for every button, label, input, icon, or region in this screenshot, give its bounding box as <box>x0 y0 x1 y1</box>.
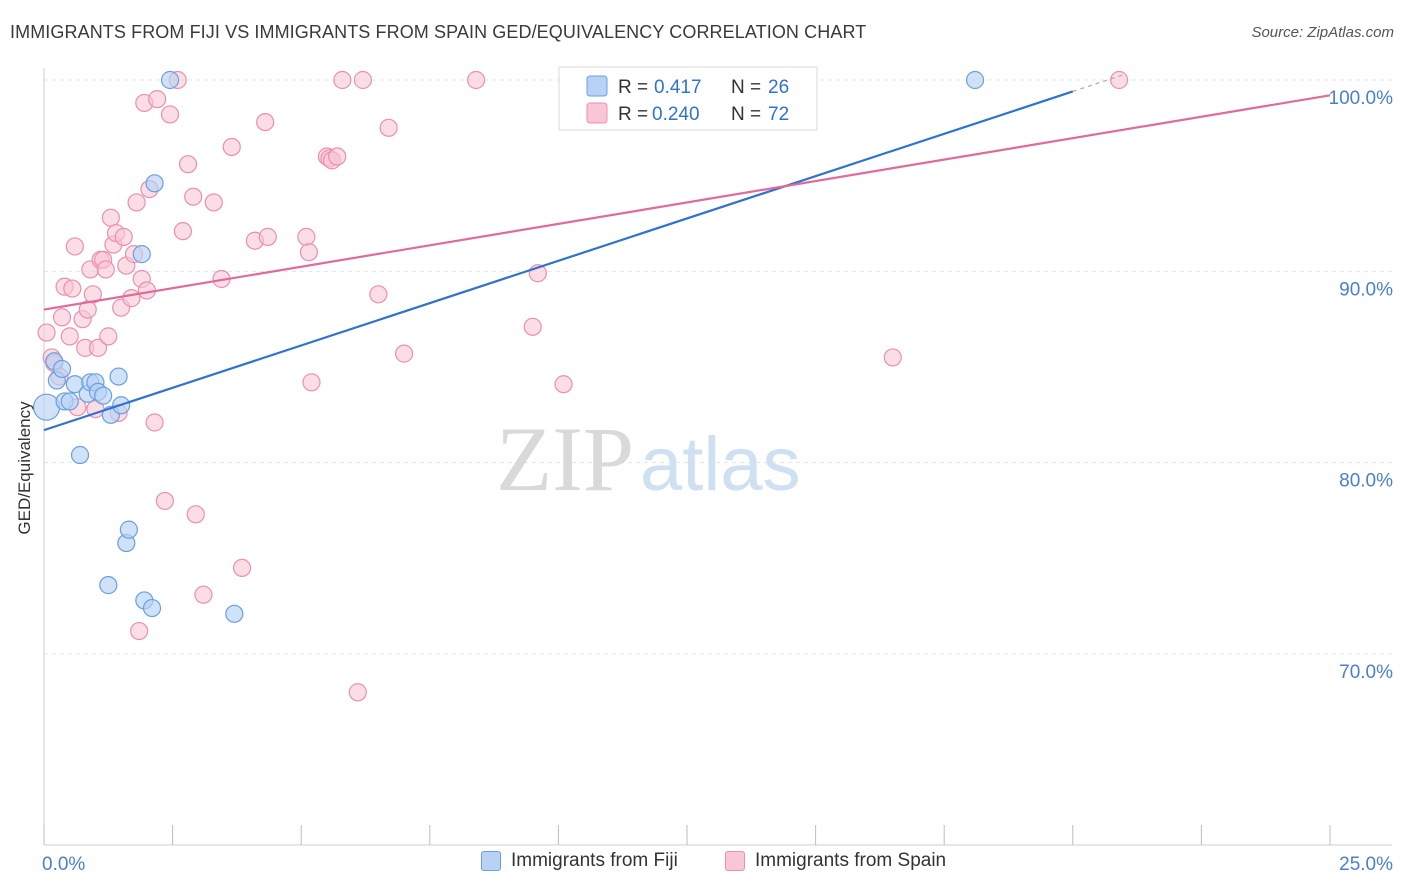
spain-point-26 <box>114 227 133 246</box>
y-axis-label: GED/Equivalency <box>15 401 34 535</box>
spain-point-41 <box>173 222 192 241</box>
fiji-point-14 <box>109 367 128 386</box>
spain-point-21 <box>101 208 120 227</box>
x-tick-label-1: 25.0% <box>1339 854 1393 875</box>
y-tick-label-2: 90.0% <box>1339 279 1393 300</box>
watermark-atlas: atlas <box>640 422 801 507</box>
fiji-n-value: 26 <box>768 77 789 98</box>
fiji-point-12 <box>94 386 113 405</box>
spain-point-65 <box>394 344 414 363</box>
spain-point-4 <box>52 308 72 327</box>
spain-trend-line <box>43 94 1331 311</box>
spain-point-59 <box>328 147 347 166</box>
spain-point-16 <box>88 338 108 357</box>
spain-point-48 <box>222 137 241 157</box>
fiji-point-18 <box>99 576 118 595</box>
series-legend: Immigrants from Fiji Immigrants from Spa… <box>0 850 1406 880</box>
fiji-n-label: N = <box>731 77 761 98</box>
fiji-point-24 <box>225 604 244 623</box>
spain-point-0 <box>37 323 56 342</box>
spain-swatch <box>586 102 608 124</box>
fiji-r-label: R = <box>618 77 648 98</box>
spain-point-6 <box>60 327 79 346</box>
fiji-point-19 <box>132 245 151 264</box>
spain-point-63 <box>369 285 388 304</box>
fiji-point-25 <box>965 70 985 90</box>
spain-point-60 <box>333 70 352 90</box>
spain-point-55 <box>302 373 321 392</box>
spain-point-30 <box>127 193 146 212</box>
fiji-point-3 <box>52 359 72 379</box>
y-tick-label-1: 80.0% <box>1339 471 1393 492</box>
spain-point-66 <box>466 70 486 90</box>
stats-legend: R = 0.417 N = 26 R = 0.240 N = 72 <box>558 66 818 131</box>
watermark: ZIP atlas <box>496 408 801 510</box>
spain-point-37 <box>148 90 167 109</box>
spain-point-44 <box>186 505 205 524</box>
x-tick-label-0: 0.0% <box>42 854 85 875</box>
spain-point-42 <box>178 155 198 174</box>
fiji-r-value: 0.417 <box>654 77 702 98</box>
fiji-point-21 <box>142 598 162 618</box>
spain-legend-label: Immigrants from Spain <box>755 850 947 871</box>
fiji-point-17 <box>119 520 138 539</box>
y-tick-label-3: 100.0% <box>1329 88 1394 109</box>
spain-legend-swatch <box>725 851 745 871</box>
fiji-swatch <box>586 75 608 97</box>
axes <box>43 68 1392 846</box>
spain-point-39 <box>160 105 180 124</box>
spain-point-46 <box>204 193 223 212</box>
legend-item-spain[interactable]: Immigrants from Spain <box>725 850 946 872</box>
spain-point-36 <box>145 413 164 432</box>
spain-point-54 <box>299 243 319 262</box>
spain-n-value: 72 <box>768 104 789 125</box>
x-tick-labels: 0.0% 25.0% <box>42 854 1393 875</box>
spain-point-62 <box>353 70 373 90</box>
spain-point-19 <box>96 260 115 279</box>
spain-points <box>37 70 1129 702</box>
fiji-point-0 <box>32 393 61 421</box>
source-credit: Source: ZipAtlas.com <box>1251 24 1394 41</box>
y-tick-labels: 70.0% 80.0% 90.0% 100.0% <box>1329 88 1394 683</box>
spain-point-53 <box>297 227 316 246</box>
legend-item-fiji[interactable]: Immigrants from Fiji <box>481 850 678 872</box>
fiji-legend-label: Immigrants from Fiji <box>511 850 678 871</box>
spain-point-70 <box>883 348 902 367</box>
y-tick-label-0: 70.0% <box>1339 662 1393 683</box>
spain-n-label: N = <box>731 104 761 125</box>
spain-point-14 <box>83 285 102 304</box>
fiji-point-23 <box>160 70 180 90</box>
chart-title: IMMIGRANTS FROM FIJI VS IMMIGRANTS FROM … <box>10 22 867 42</box>
spain-point-38 <box>155 491 174 511</box>
spain-point-7 <box>63 279 82 298</box>
spain-point-43 <box>184 187 203 206</box>
fiji-points <box>32 70 985 623</box>
fiji-legend-swatch <box>481 851 501 871</box>
fiji-trend-extension <box>1072 73 1125 93</box>
spain-point-20 <box>99 327 118 346</box>
spain-r-label: R = <box>618 104 648 125</box>
fiji-point-5 <box>60 392 79 411</box>
spain-point-61 <box>348 683 367 702</box>
spain-point-67 <box>523 317 542 336</box>
spain-point-71 <box>1109 70 1129 90</box>
watermark-zip: ZIP <box>496 408 634 510</box>
trend-lines <box>43 73 1331 432</box>
spain-point-28 <box>122 289 141 308</box>
spain-r-value: 0.240 <box>652 104 700 125</box>
spain-point-31 <box>130 621 149 641</box>
spain-point-49 <box>232 558 252 578</box>
spain-point-52 <box>258 227 277 246</box>
spain-point-45 <box>194 585 213 604</box>
fiji-trend-line <box>43 90 1074 432</box>
fiji-point-7 <box>70 445 90 465</box>
spain-point-51 <box>256 112 275 132</box>
fiji-point-22 <box>145 174 164 193</box>
spain-point-64 <box>379 118 398 137</box>
spain-point-8 <box>65 237 84 256</box>
spain-point-69 <box>554 375 573 394</box>
